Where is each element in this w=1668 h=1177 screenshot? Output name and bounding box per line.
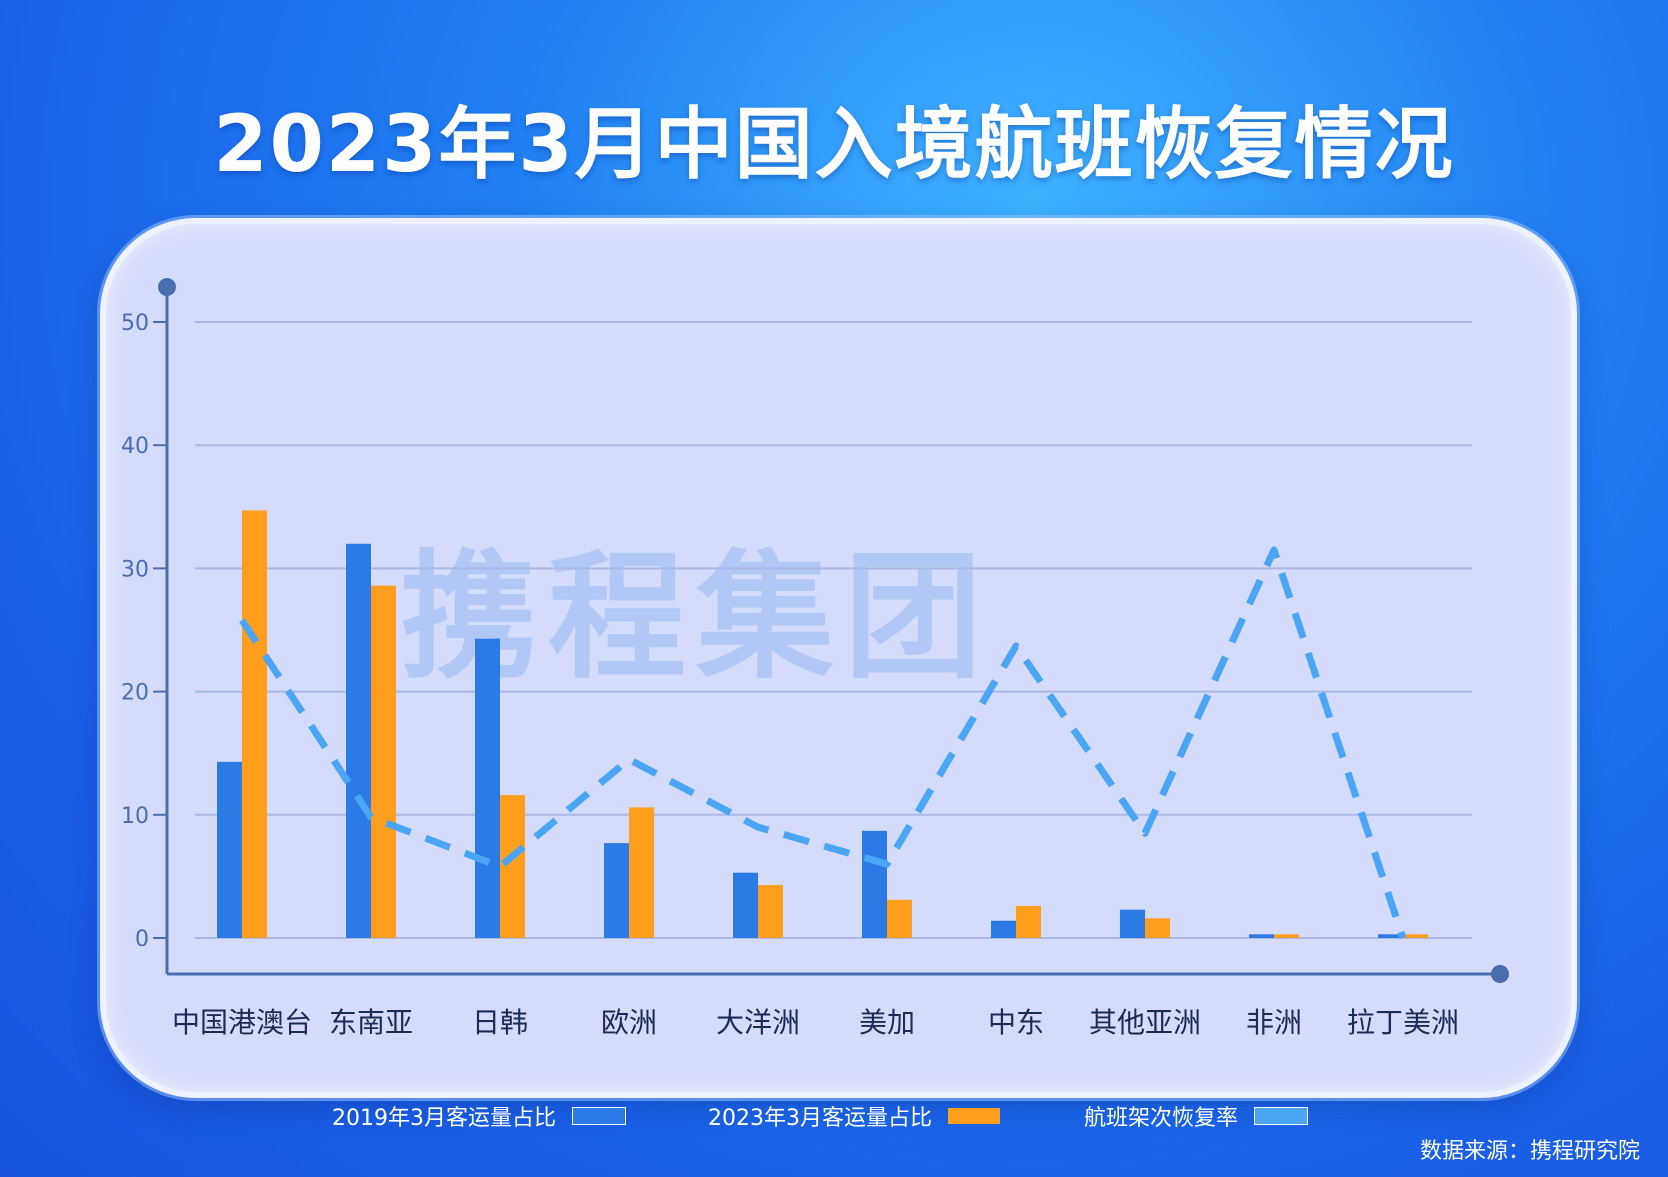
bar-2019	[862, 830, 887, 938]
bar-2023	[500, 795, 525, 938]
bar-2019	[1120, 909, 1145, 938]
bar-2023	[371, 585, 396, 938]
legend-item-2023: 2023年3月客运量占比	[708, 1100, 1000, 1132]
y-tick-label: 40	[121, 434, 149, 459]
bar-2023	[242, 510, 267, 938]
bar-2019	[991, 920, 1016, 938]
legend-item-recovery: 航班架次恢复率	[1084, 1100, 1309, 1132]
x-tick-label: 中国港澳台	[172, 1006, 312, 1039]
y-tick-label: 50	[121, 311, 149, 336]
x-tick-label: 中东	[988, 1006, 1044, 1039]
bar-2019	[604, 843, 629, 938]
legend-swatch-recovery	[1254, 1107, 1309, 1125]
bar-2023	[887, 899, 912, 938]
recovery-rate-line	[239, 546, 1407, 940]
y-tick-label: 30	[121, 557, 149, 582]
bar-2023	[758, 885, 783, 938]
legend-label-recovery: 航班架次恢复率	[1084, 1106, 1239, 1131]
x-tick-label: 大洋洲	[716, 1006, 800, 1039]
bar-2019	[1249, 934, 1274, 938]
data-source: 数据来源：携程研究院	[1419, 1139, 1640, 1164]
bar-2023	[1274, 934, 1299, 938]
legend-label-2023: 2023年3月客运量占比	[708, 1106, 932, 1131]
y-axis-end-dot	[158, 278, 176, 296]
bar-2019	[1378, 934, 1403, 938]
legend-swatch-2023	[948, 1108, 1000, 1124]
x-tick-label: 非洲	[1246, 1006, 1302, 1039]
bar-2023	[1145, 918, 1170, 938]
bar-2019	[733, 872, 758, 938]
x-tick-label: 拉丁美洲	[1347, 1006, 1459, 1039]
y-tick-label: 10	[121, 804, 149, 829]
x-tick-label: 欧洲	[601, 1006, 657, 1039]
x-tick-label: 日韩	[472, 1006, 528, 1039]
legend-item-2019: 2019年3月客运量占比	[332, 1100, 626, 1132]
bar-2023	[629, 807, 654, 938]
bar-2019	[346, 543, 371, 938]
bar-2023	[1403, 934, 1428, 938]
bar-2019	[217, 761, 242, 938]
legend-swatch-2019	[572, 1107, 626, 1125]
bar-2023	[1016, 905, 1041, 938]
legend-label-2019: 2019年3月客运量占比	[332, 1106, 556, 1131]
y-tick-label: 20	[121, 681, 149, 706]
x-tick-label: 其他亚洲	[1089, 1006, 1201, 1039]
x-tick-label: 东南亚	[329, 1006, 413, 1039]
y-tick-label: 0	[135, 927, 149, 952]
x-axis-end-dot	[1491, 965, 1509, 983]
x-tick-label: 美加	[859, 1006, 915, 1039]
page-title: 2023年3月中国入境航班恢复情况	[213, 100, 1455, 190]
bar-2019	[475, 638, 500, 938]
